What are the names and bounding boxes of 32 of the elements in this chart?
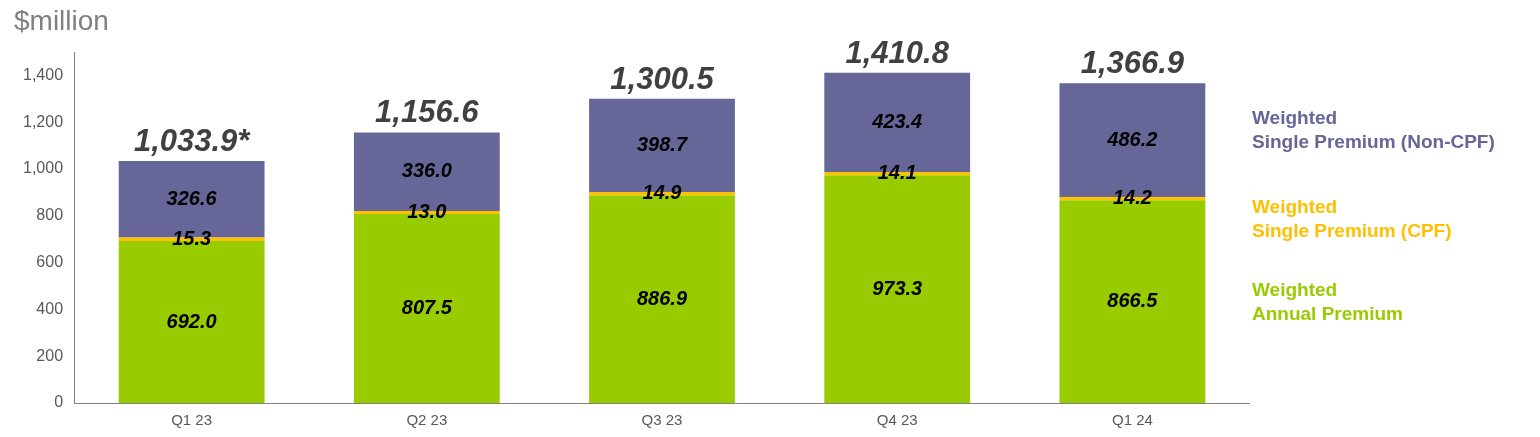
y-tick-label: 200 bbox=[36, 346, 64, 364]
text: Weighted Single Premium (CPF) bbox=[1252, 194, 1453, 243]
data-label: 807.5 bbox=[401, 296, 453, 319]
total-label: 1,366.9 bbox=[1080, 45, 1185, 81]
y-tick-label: 0 bbox=[54, 393, 64, 411]
y-tick-label: 400 bbox=[36, 299, 64, 317]
data-label: 398.7 bbox=[636, 132, 688, 155]
y-tick-label: 800 bbox=[36, 206, 64, 224]
x-tick-label: Q4 23 bbox=[876, 411, 918, 429]
data-label: 326.6 bbox=[166, 186, 218, 209]
y-tick-label: 1,400 bbox=[22, 65, 64, 83]
data-label: 423.4 bbox=[871, 109, 923, 132]
x-tick-label: Q2 23 bbox=[406, 411, 448, 429]
total-label: 1,300.5 bbox=[610, 60, 715, 96]
total-label: 1,033.9* bbox=[133, 123, 252, 159]
y-tick-label: 600 bbox=[36, 253, 64, 271]
x-tick-label: Q1 23 bbox=[171, 411, 213, 429]
data-label: 886.9 bbox=[636, 286, 688, 309]
y-axis-title: $million bbox=[14, 4, 109, 36]
data-label: 692.0 bbox=[166, 309, 217, 332]
y-tick-label: 1,200 bbox=[22, 112, 64, 130]
x-tick-label: Q3 23 bbox=[641, 411, 683, 429]
data-label: 866.5 bbox=[1107, 289, 1159, 312]
total-label: 1,156.6 bbox=[375, 94, 480, 130]
x-tick-label: Q1 24 bbox=[1111, 411, 1153, 429]
data-label: 336.0 bbox=[401, 159, 452, 182]
data-label: 973.3 bbox=[872, 276, 923, 299]
data-label: 486.2 bbox=[1106, 127, 1158, 150]
y-tick-label: 1,000 bbox=[22, 159, 64, 177]
text: Weighted Single Premium (Non-CPF) bbox=[1252, 106, 1496, 154]
text: Weighted Annual Premium bbox=[1252, 277, 1404, 326]
total-label: 1,410.8 bbox=[845, 34, 950, 70]
